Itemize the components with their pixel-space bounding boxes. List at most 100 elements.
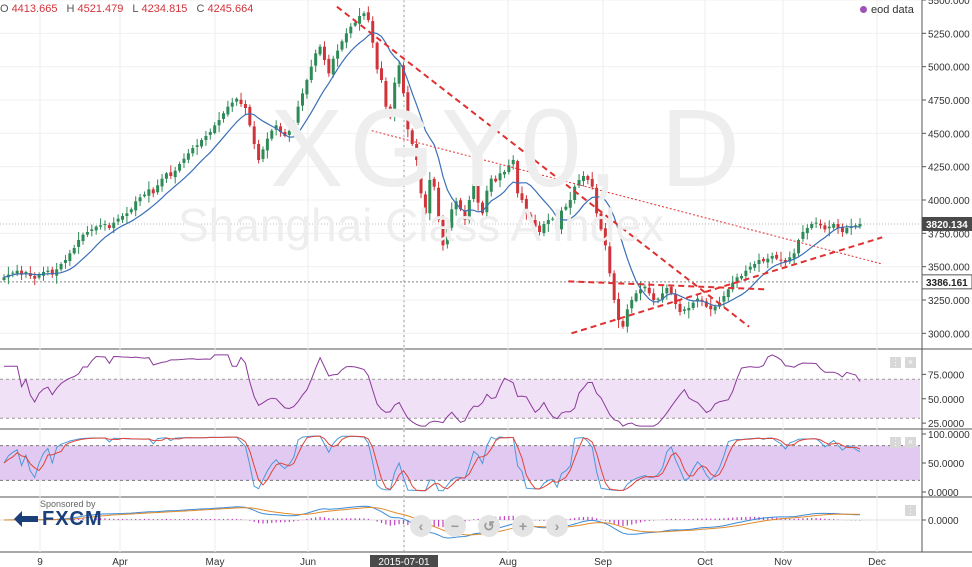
- candle-body: [226, 106, 230, 115]
- candle-body: [854, 225, 858, 227]
- candle-body: [617, 298, 621, 320]
- candle-body: [248, 106, 252, 126]
- macd-pane-menu-icon[interactable]: ⋮: [905, 505, 916, 516]
- candle-body: [406, 92, 410, 130]
- candle-body: [160, 178, 164, 187]
- open-value: 4413.665: [11, 3, 58, 15]
- candle-body: [709, 305, 713, 310]
- rsi-pane-close-icon[interactable]: ×: [905, 357, 916, 368]
- candle-body: [156, 185, 160, 193]
- zoom-out-icon[interactable]: −: [444, 515, 466, 537]
- candle-body: [50, 269, 54, 275]
- candle-body: [849, 226, 853, 228]
- candle-body: [410, 130, 414, 144]
- candle-body: [72, 248, 76, 254]
- x-tick-label: Jun: [300, 557, 316, 567]
- candle-body: [292, 122, 296, 132]
- candle-body: [336, 50, 340, 59]
- y-tick-label: 4500.000: [928, 129, 970, 140]
- stoch-tick-label: 50.0000: [928, 459, 965, 470]
- candle-body: [366, 12, 370, 20]
- stoch-tick-label: 100.0000: [928, 430, 970, 441]
- candle-body: [415, 144, 419, 160]
- candle-body: [252, 126, 256, 144]
- candle-body: [577, 180, 581, 186]
- close-value: 4245.664: [207, 3, 254, 15]
- candle-body: [691, 302, 695, 308]
- zoom-in-icon[interactable]: +: [512, 515, 534, 537]
- rsi-line: [4, 354, 861, 427]
- scroll-right-icon[interactable]: ›: [546, 515, 568, 537]
- candle-body: [419, 158, 423, 194]
- candle-body: [459, 200, 463, 210]
- candle-body: [279, 126, 283, 132]
- candle-body: [169, 172, 173, 176]
- candle-body: [511, 160, 515, 165]
- candle-body: [283, 132, 287, 136]
- candle-body: [480, 202, 484, 214]
- reset-zoom-icon[interactable]: ↺: [478, 515, 500, 537]
- candle-body: [103, 224, 107, 225]
- candle-body: [766, 258, 770, 263]
- candle-body: [287, 130, 291, 135]
- candle-body: [353, 22, 357, 26]
- stoch-pane-close-icon[interactable]: ×: [905, 437, 916, 448]
- candle-body: [204, 136, 208, 140]
- candle-body: [257, 144, 261, 160]
- candle-body: [805, 228, 809, 234]
- fxcm-logo-icon[interactable]: [12, 507, 42, 531]
- x-tick-label: May: [206, 557, 225, 567]
- rsi-band: [0, 379, 920, 419]
- x-tick-label: Dec: [868, 557, 886, 567]
- watermark-name: Shanghai Class A Index: [178, 199, 664, 251]
- candle-body: [621, 321, 625, 327]
- x-tick-label: Oct: [697, 557, 713, 567]
- rsi-pane-menu-icon[interactable]: ⋮: [890, 357, 901, 368]
- candle-body: [761, 258, 765, 262]
- candle-body: [463, 210, 467, 220]
- candle-body: [722, 296, 726, 302]
- candle-body: [450, 209, 454, 228]
- candle-body: [221, 113, 225, 119]
- candle-body: [129, 209, 133, 213]
- candle-body: [573, 186, 577, 200]
- candle-body: [779, 259, 783, 261]
- candle-body: [296, 106, 300, 123]
- candle-body: [362, 13, 366, 16]
- eod-data-toggle[interactable]: eod data: [860, 4, 914, 16]
- candle-body: [542, 224, 546, 234]
- candle-body: [33, 276, 37, 279]
- candle-body: [634, 293, 638, 302]
- candle-body: [498, 173, 502, 181]
- candle-body: [599, 213, 603, 230]
- candle-body: [322, 46, 326, 60]
- candle-body: [63, 260, 67, 263]
- candle-body: [726, 289, 730, 298]
- candle-body: [265, 138, 269, 151]
- candle-body: [770, 256, 774, 259]
- stoch-pane-menu-icon[interactable]: ⋮: [890, 437, 901, 448]
- candle-body: [423, 194, 427, 214]
- candle-body: [121, 216, 125, 220]
- candle-body: [476, 185, 480, 203]
- candle-body: [823, 225, 827, 230]
- candle-body: [314, 53, 318, 66]
- candle-body: [555, 219, 559, 230]
- fxcm-brand[interactable]: FXCM: [42, 508, 103, 530]
- last-price-label: 3820.134: [926, 220, 968, 231]
- candle-body: [652, 293, 656, 300]
- candle-body: [349, 26, 353, 34]
- y-tick-label: 3000.000: [928, 329, 970, 340]
- candle-body: [2, 277, 6, 280]
- candle-body: [59, 264, 63, 270]
- high-value: 4521.479: [77, 3, 124, 15]
- candle-body: [107, 225, 111, 228]
- candle-body: [533, 220, 537, 227]
- candle-body: [757, 260, 761, 264]
- scroll-left-icon[interactable]: ‹: [410, 515, 432, 537]
- candle-body: [99, 225, 103, 227]
- candle-body: [428, 180, 432, 214]
- y-tick-label: 5000.000: [928, 63, 970, 74]
- stoch-band: [0, 445, 920, 481]
